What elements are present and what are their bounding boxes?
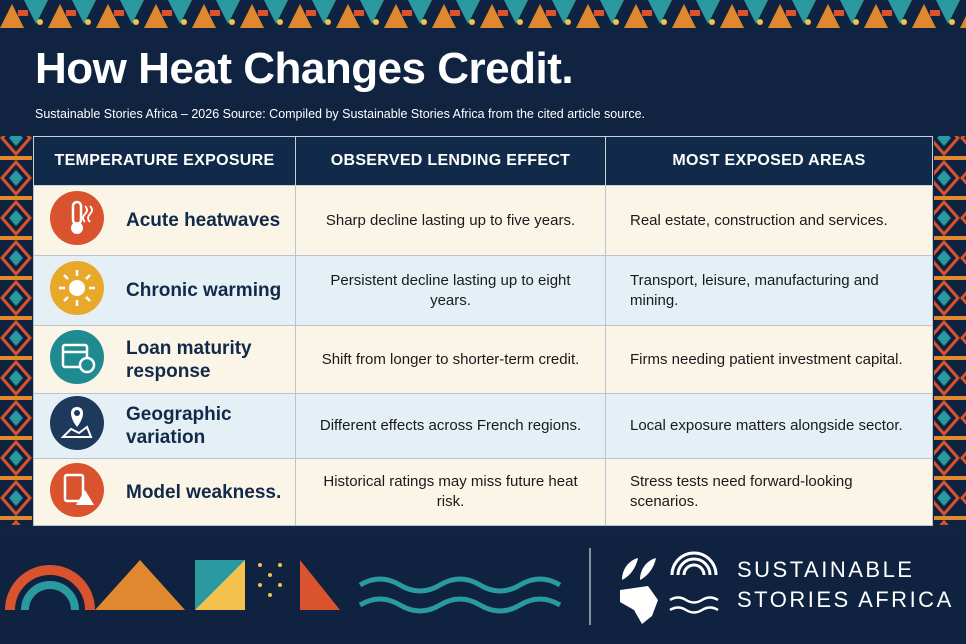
logo-text: SUSTAINABLE STORIES AFRICA (737, 555, 954, 615)
column-header: OBSERVED LENDING EFFECT (295, 136, 606, 186)
table-cell: Acute heatwaves (33, 185, 296, 256)
table-cell: Real estate, construction and services. (605, 185, 933, 256)
table-cell: Different effects across French regions. (295, 393, 606, 459)
exposure-table: TEMPERATURE EXPOSURE OBSERVED LENDING EFF… (33, 136, 933, 526)
table-row: Model weakness. Historical ratings may mi… (33, 458, 933, 526)
table-cell: Firms needing patient investment capital… (605, 325, 933, 394)
table-cell: Chronic warming (33, 255, 296, 326)
table-row: Acute heatwaves Sharp decline lasting up … (33, 185, 933, 256)
table-cell: Sharp decline lasting up to five years. (295, 185, 606, 256)
title: How Heat Changes Credit. (35, 44, 574, 93)
table-cell: Loan maturity response (33, 325, 296, 394)
subtitle: Sustainable Stories Africa – 2026 Source… (35, 107, 646, 121)
table-cell: Geographic variation (33, 393, 296, 459)
table-cell: Local exposure matters alongside sector. (605, 393, 933, 459)
table-row: Chronic warming Persistent decline lastin… (33, 255, 933, 326)
table-cell: Transport, leisure, manufacturing and mi… (605, 255, 933, 326)
table-cell: Shift from longer to shorter-term credit… (295, 325, 606, 394)
header-row: TEMPERATURE EXPOSURE OBSERVED LENDING EFF… (33, 136, 933, 186)
table-cell: Stress tests need forward-looking scenar… (605, 458, 933, 526)
table-cell: Model weakness. (33, 458, 296, 526)
table-cell: Persistent decline lasting up to eight y… (295, 255, 606, 326)
column-header: MOST EXPOSED AREAS (605, 136, 933, 186)
table-row: Geographic variation Different effects ac… (33, 393, 933, 459)
logo-line: STORIES AFRICA (737, 587, 954, 612)
table-row: Loan maturity response Shift from longer … (33, 325, 933, 394)
logo-line: SUSTAINABLE (737, 557, 915, 582)
column-header: TEMPERATURE EXPOSURE (33, 136, 296, 186)
table-cell: Historical ratings may miss future heat … (295, 458, 606, 526)
